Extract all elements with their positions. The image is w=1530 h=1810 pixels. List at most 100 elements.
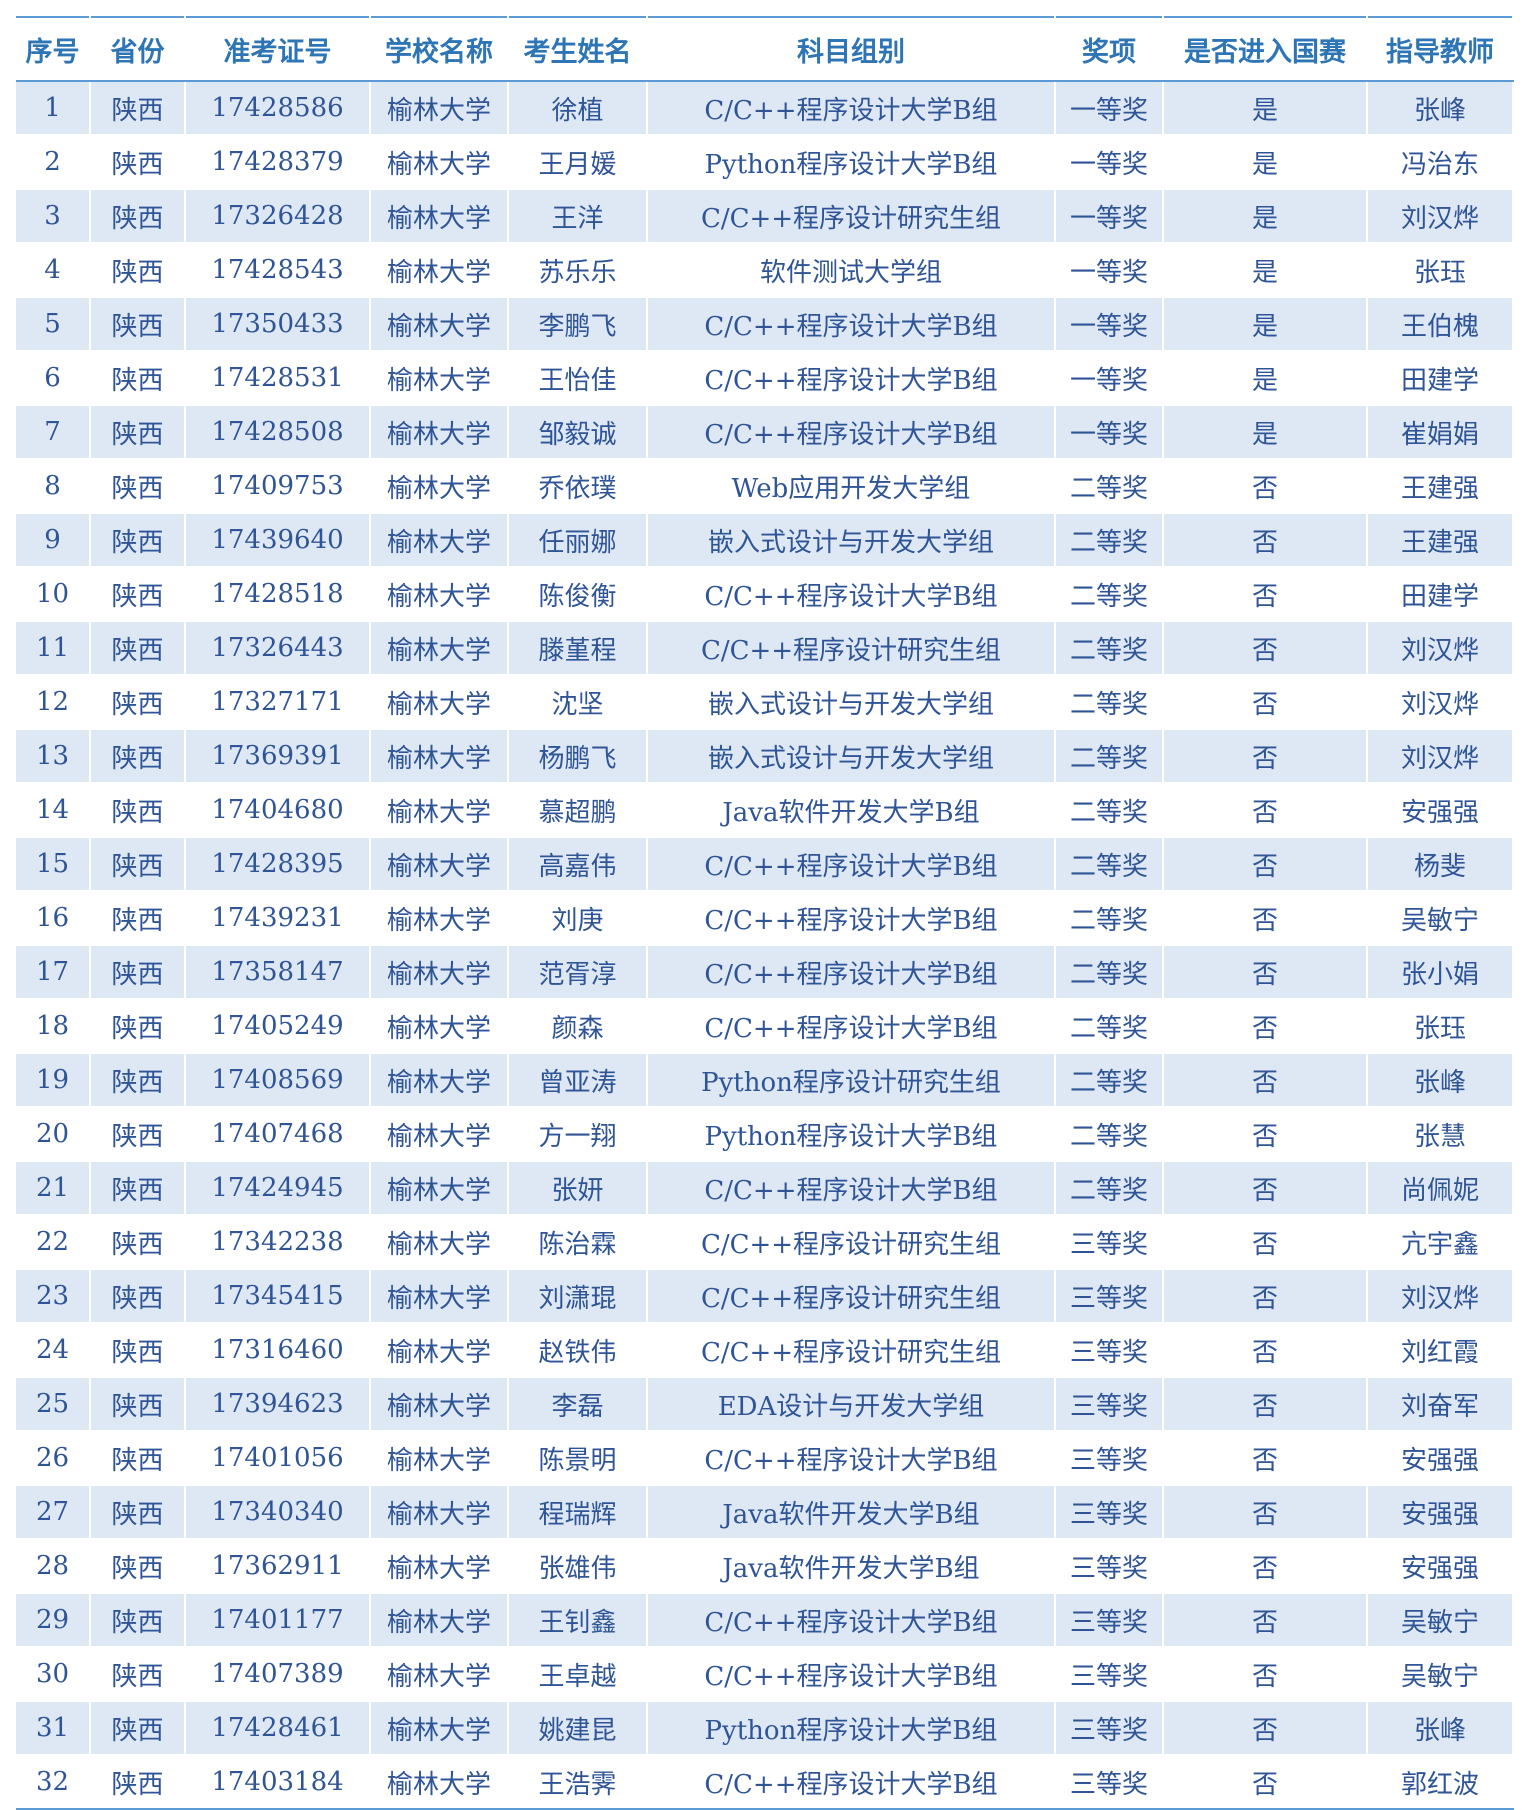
cell: 王洋 [508, 188, 648, 243]
cell: 郭红波 [1367, 1754, 1514, 1810]
cell: 17326428 [185, 188, 371, 243]
cell: 陕西 [90, 512, 186, 567]
cell: 刘汉烨 [1367, 620, 1514, 675]
cell: 二等奖 [1055, 728, 1164, 783]
cell: 陕西 [90, 350, 186, 405]
cell: 亢宇鑫 [1367, 1214, 1514, 1269]
cell: 陕西 [90, 674, 186, 729]
cell: 张慧 [1367, 1106, 1514, 1161]
cell: 陕西 [90, 1106, 186, 1161]
row: 19 陕西 17408569 榆林大学 曾亚涛 Python程序设计研究生组 二等奖否张峰 [16, 1052, 1514, 1107]
cell: 否 [1163, 1052, 1368, 1107]
cell: 二等奖 [1055, 998, 1164, 1053]
cell: 王浩霁 [508, 1754, 648, 1810]
cell: 滕堇程 [508, 620, 648, 675]
row: 20 陕西 17407468 榆林大学 方一翔 Python程序设计大学B组 二等奖否张慧 [16, 1106, 1514, 1161]
cell: C/C++程序设计大学B组 [647, 836, 1056, 891]
cell: 榆林大学 [370, 404, 509, 459]
cell: 17362911 [185, 1538, 371, 1593]
cell: 榆林大学 [370, 1160, 509, 1215]
cell: 李鹏飞 [508, 296, 648, 351]
cell: 吴敏宁 [1367, 890, 1514, 945]
cell: 17 [16, 944, 91, 999]
cell: 否 [1163, 1160, 1368, 1215]
cell: 陕西 [90, 836, 186, 891]
row: 21 陕西 17424945 榆林大学 张妍 C/C++程序设计大学B组 二等奖否尚佩妮 [16, 1160, 1514, 1215]
cell: 榆林大学 [370, 1538, 509, 1593]
cell: 乔依璞 [508, 458, 648, 513]
cell: 一等奖 [1055, 134, 1164, 189]
cell: 陕西 [90, 404, 186, 459]
cell: 刘奋军 [1367, 1376, 1514, 1431]
row: 12 陕西 17327171 榆林大学 沈坚 嵌入式设计与开发大学组 二等奖否刘汉烨 [16, 674, 1514, 729]
cell: 24 [16, 1322, 91, 1377]
cell: 否 [1163, 782, 1368, 837]
cell: 17428518 [185, 566, 371, 621]
cell: 17428379 [185, 134, 371, 189]
cell: 吴敏宁 [1367, 1646, 1514, 1701]
cell: 三等奖 [1055, 1484, 1164, 1539]
cell: 陕西 [90, 1754, 186, 1810]
cell: 29 [16, 1592, 91, 1647]
cell: 是 [1163, 188, 1368, 243]
cell: 吴敏宁 [1367, 1592, 1514, 1647]
cell: 刘潇琨 [508, 1268, 648, 1323]
row: 29 陕西 17401177 榆林大学 王钊鑫 C/C++程序设计大学B组 三等奖否吴敏宁 [16, 1592, 1514, 1647]
cell: 三等奖 [1055, 1322, 1164, 1377]
cell: 张峰 [1367, 1700, 1514, 1755]
cell: 12 [16, 674, 91, 729]
cell: 否 [1163, 836, 1368, 891]
cell: 陕西 [90, 1052, 186, 1107]
cell: 17439231 [185, 890, 371, 945]
cell: C/C++程序设计大学B组 [647, 1430, 1056, 1485]
cell: 是 [1163, 80, 1368, 135]
row: 6 陕西 17428531 榆林大学 王怡佳 C/C++程序设计大学B组 一等奖是田建学 [16, 350, 1514, 405]
cell: 陈景明 [508, 1430, 648, 1485]
cell: 一等奖 [1055, 242, 1164, 297]
cell: 否 [1163, 998, 1368, 1053]
cell: Python程序设计研究生组 [647, 1052, 1056, 1107]
cell: 三等奖 [1055, 1754, 1164, 1810]
cell: 三等奖 [1055, 1538, 1164, 1593]
cell: C/C++程序设计大学B组 [647, 1646, 1056, 1701]
cell: 一等奖 [1055, 80, 1164, 135]
row: 32 陕西 17403184 榆林大学 王浩霁 C/C++程序设计大学B组 三等奖否郭红波 [16, 1754, 1514, 1810]
cell: 榆林大学 [370, 566, 509, 621]
cell: Java软件开发大学B组 [647, 782, 1056, 837]
cell: 二等奖 [1055, 782, 1164, 837]
cell: 17403184 [185, 1754, 371, 1810]
cell: 17428531 [185, 350, 371, 405]
header-cell: 科目组别 [647, 16, 1056, 82]
table-body: 1 陕西 17428586 榆林大学 徐植 C/C++程序设计大学B组 一等奖是张峰 2 陕西 1… [16, 80, 1514, 1810]
row: 8 陕西 17409753 榆林大学 乔依璞 Web应用开发大学组 二等奖否王建强 [16, 458, 1514, 513]
cell: 是 [1163, 350, 1368, 405]
cell: 17316460 [185, 1322, 371, 1377]
row: 9 陕西 17439640 榆林大学 任丽娜 嵌入式设计与开发大学组 二等奖否王建强 [16, 512, 1514, 567]
cell: 1 [16, 80, 91, 135]
cell: 榆林大学 [370, 1322, 509, 1377]
cell: Web应用开发大学组 [647, 458, 1056, 513]
cell: 张珏 [1367, 242, 1514, 297]
cell: 27 [16, 1484, 91, 1539]
cell: 17428543 [185, 242, 371, 297]
row: 25 陕西 17394623 榆林大学 李磊 EDA设计与开发大学组 三等奖否刘奋军 [16, 1376, 1514, 1431]
cell: 榆林大学 [370, 188, 509, 243]
cell: 榆林大学 [370, 1052, 509, 1107]
cell: 17342238 [185, 1214, 371, 1269]
cell: 王月媛 [508, 134, 648, 189]
cell: 田建学 [1367, 566, 1514, 621]
cell: 刘汉烨 [1367, 188, 1514, 243]
cell: 二等奖 [1055, 836, 1164, 891]
cell: 28 [16, 1538, 91, 1593]
cell: 一等奖 [1055, 188, 1164, 243]
cell: 21 [16, 1160, 91, 1215]
cell: 榆林大学 [370, 242, 509, 297]
cell: 榆林大学 [370, 1592, 509, 1647]
cell: 17340340 [185, 1484, 371, 1539]
cell: 8 [16, 458, 91, 513]
header-cell: 序号 [16, 16, 91, 82]
cell: 否 [1163, 1700, 1368, 1755]
cell: 王建强 [1367, 458, 1514, 513]
cell: 曾亚涛 [508, 1052, 648, 1107]
cell: 尚佩妮 [1367, 1160, 1514, 1215]
